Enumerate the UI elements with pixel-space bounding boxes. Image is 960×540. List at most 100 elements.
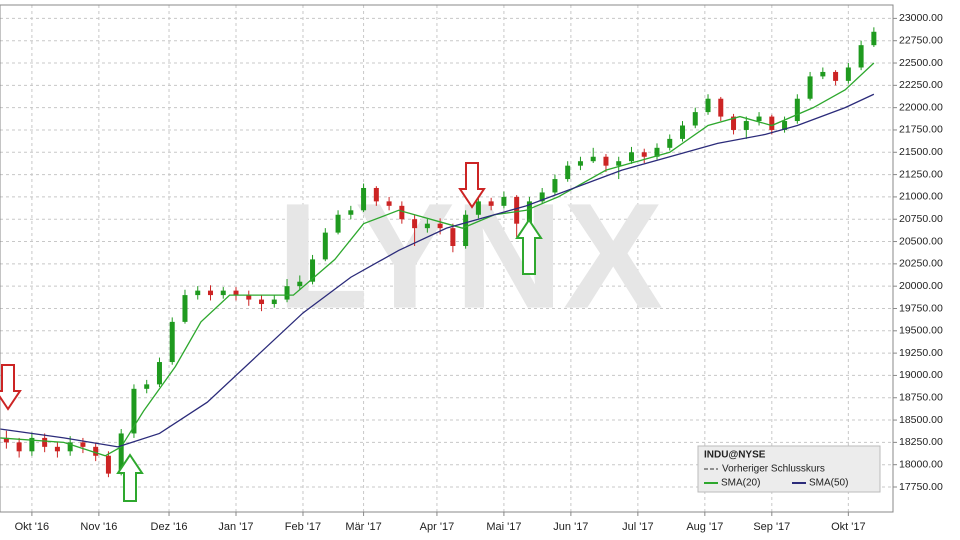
candle-body [105, 455, 111, 474]
y-tick-label: 21000.00 [899, 191, 943, 203]
y-tick-label: 18250.00 [899, 436, 943, 448]
grid [0, 5, 893, 512]
candle-body [144, 384, 150, 389]
candle-body [692, 112, 698, 126]
candle-body [169, 321, 175, 363]
candle-body [769, 116, 775, 130]
candle-body [820, 71, 826, 77]
x-tick-label: Okt '17 [831, 521, 866, 533]
candle-body [67, 442, 73, 452]
candle-body [641, 152, 647, 157]
candle-body [807, 76, 813, 99]
candle-body [794, 98, 800, 122]
candle-body [871, 31, 877, 46]
candle-body [526, 201, 532, 224]
x-tick-label: Apr '17 [420, 521, 455, 533]
x-tick-label: Feb '17 [285, 521, 321, 533]
candle-body [386, 201, 392, 206]
sma-line [0, 93, 875, 448]
y-tick-label: 23000.00 [899, 12, 943, 24]
candle-body [437, 223, 443, 229]
marks [0, 27, 877, 478]
plot-border [0, 4, 894, 513]
candle-body [335, 214, 341, 233]
candle-body [424, 223, 430, 229]
y-tick-label: 18000.00 [899, 458, 943, 470]
candle-body [373, 187, 379, 202]
candle-body [16, 442, 22, 452]
y-tick-label: 21500.00 [899, 146, 943, 158]
candle-body [680, 125, 686, 139]
y-tick-label: 20250.00 [899, 258, 943, 270]
candle-body [475, 201, 481, 215]
y-tick-label: 19500.00 [899, 325, 943, 337]
candle-body [833, 71, 839, 81]
x-tick-label: Mai '17 [486, 521, 521, 533]
legend-label: SMA(20) [721, 478, 760, 489]
x-tick-label: Okt '16 [15, 521, 50, 533]
candle-body [246, 295, 252, 300]
candle-body [42, 437, 48, 447]
y-tick-label: 22000.00 [899, 101, 943, 113]
candle-body [501, 196, 507, 206]
candle-body [348, 210, 354, 215]
legend: INDU@NYSE Vorheriger Schlusskurs SMA(20)… [697, 445, 881, 493]
x-tick-label: Jul '17 [622, 521, 653, 533]
y-tick-label: 20750.00 [899, 213, 943, 225]
candle-body [131, 388, 137, 434]
candle-body [271, 299, 277, 305]
legend-box [697, 445, 881, 493]
candle-body [603, 156, 609, 166]
y-tick-label: 21750.00 [899, 124, 943, 136]
candle-body [450, 228, 456, 247]
y-tick-label: 22500.00 [899, 57, 943, 69]
legend-label: SMA(50) [809, 478, 848, 489]
candle-body [195, 290, 201, 296]
candle-body [616, 161, 622, 166]
legend-label: Vorheriger Schlusskurs [722, 464, 825, 475]
x-tick-label: Aug '17 [686, 521, 723, 533]
candle-body [322, 232, 328, 260]
y-tick-label: 19250.00 [899, 347, 943, 359]
candle-body [654, 147, 660, 157]
candle-body [118, 433, 124, 474]
candle-body [782, 121, 788, 130]
candle-body [29, 437, 35, 452]
candle-body [156, 362, 162, 385]
y-tick-label: 18500.00 [899, 414, 943, 426]
candle-body [718, 98, 724, 117]
candle-body [628, 152, 634, 162]
candle-body [80, 442, 86, 447]
arrows [0, 162, 543, 502]
y-tick-label: 22250.00 [899, 79, 943, 91]
candle-body [220, 290, 226, 296]
x-tick-label: Jan '17 [218, 521, 253, 533]
y-tick-label: 18750.00 [899, 392, 943, 404]
x-tick-label: Nov '16 [80, 521, 117, 533]
candle-body [743, 121, 749, 130]
y-tick-label: 19000.00 [899, 369, 943, 381]
y-tick-label: 17750.00 [899, 481, 943, 493]
candle-body [731, 116, 737, 130]
legend-title: INDU@NYSE [704, 450, 766, 461]
y-tick-label: 19750.00 [899, 302, 943, 314]
candle-body [93, 446, 99, 456]
sma-line [0, 62, 875, 457]
buy-arrow [515, 218, 543, 275]
candle-body [845, 67, 851, 81]
candle-body [54, 446, 60, 452]
candle-body [361, 187, 367, 211]
candle-body [705, 98, 711, 113]
candle-body [182, 295, 188, 322]
x-tick-label: Jun '17 [553, 521, 588, 533]
buy-arrow [116, 453, 144, 502]
sell-arrow [0, 364, 22, 411]
candle-body [310, 259, 316, 282]
x-tick-label: Dez '16 [151, 521, 188, 533]
candle-body [297, 281, 303, 287]
candle-body [590, 156, 596, 162]
candle-body [207, 290, 213, 296]
candle-body [552, 179, 558, 193]
candle-body [412, 219, 418, 229]
